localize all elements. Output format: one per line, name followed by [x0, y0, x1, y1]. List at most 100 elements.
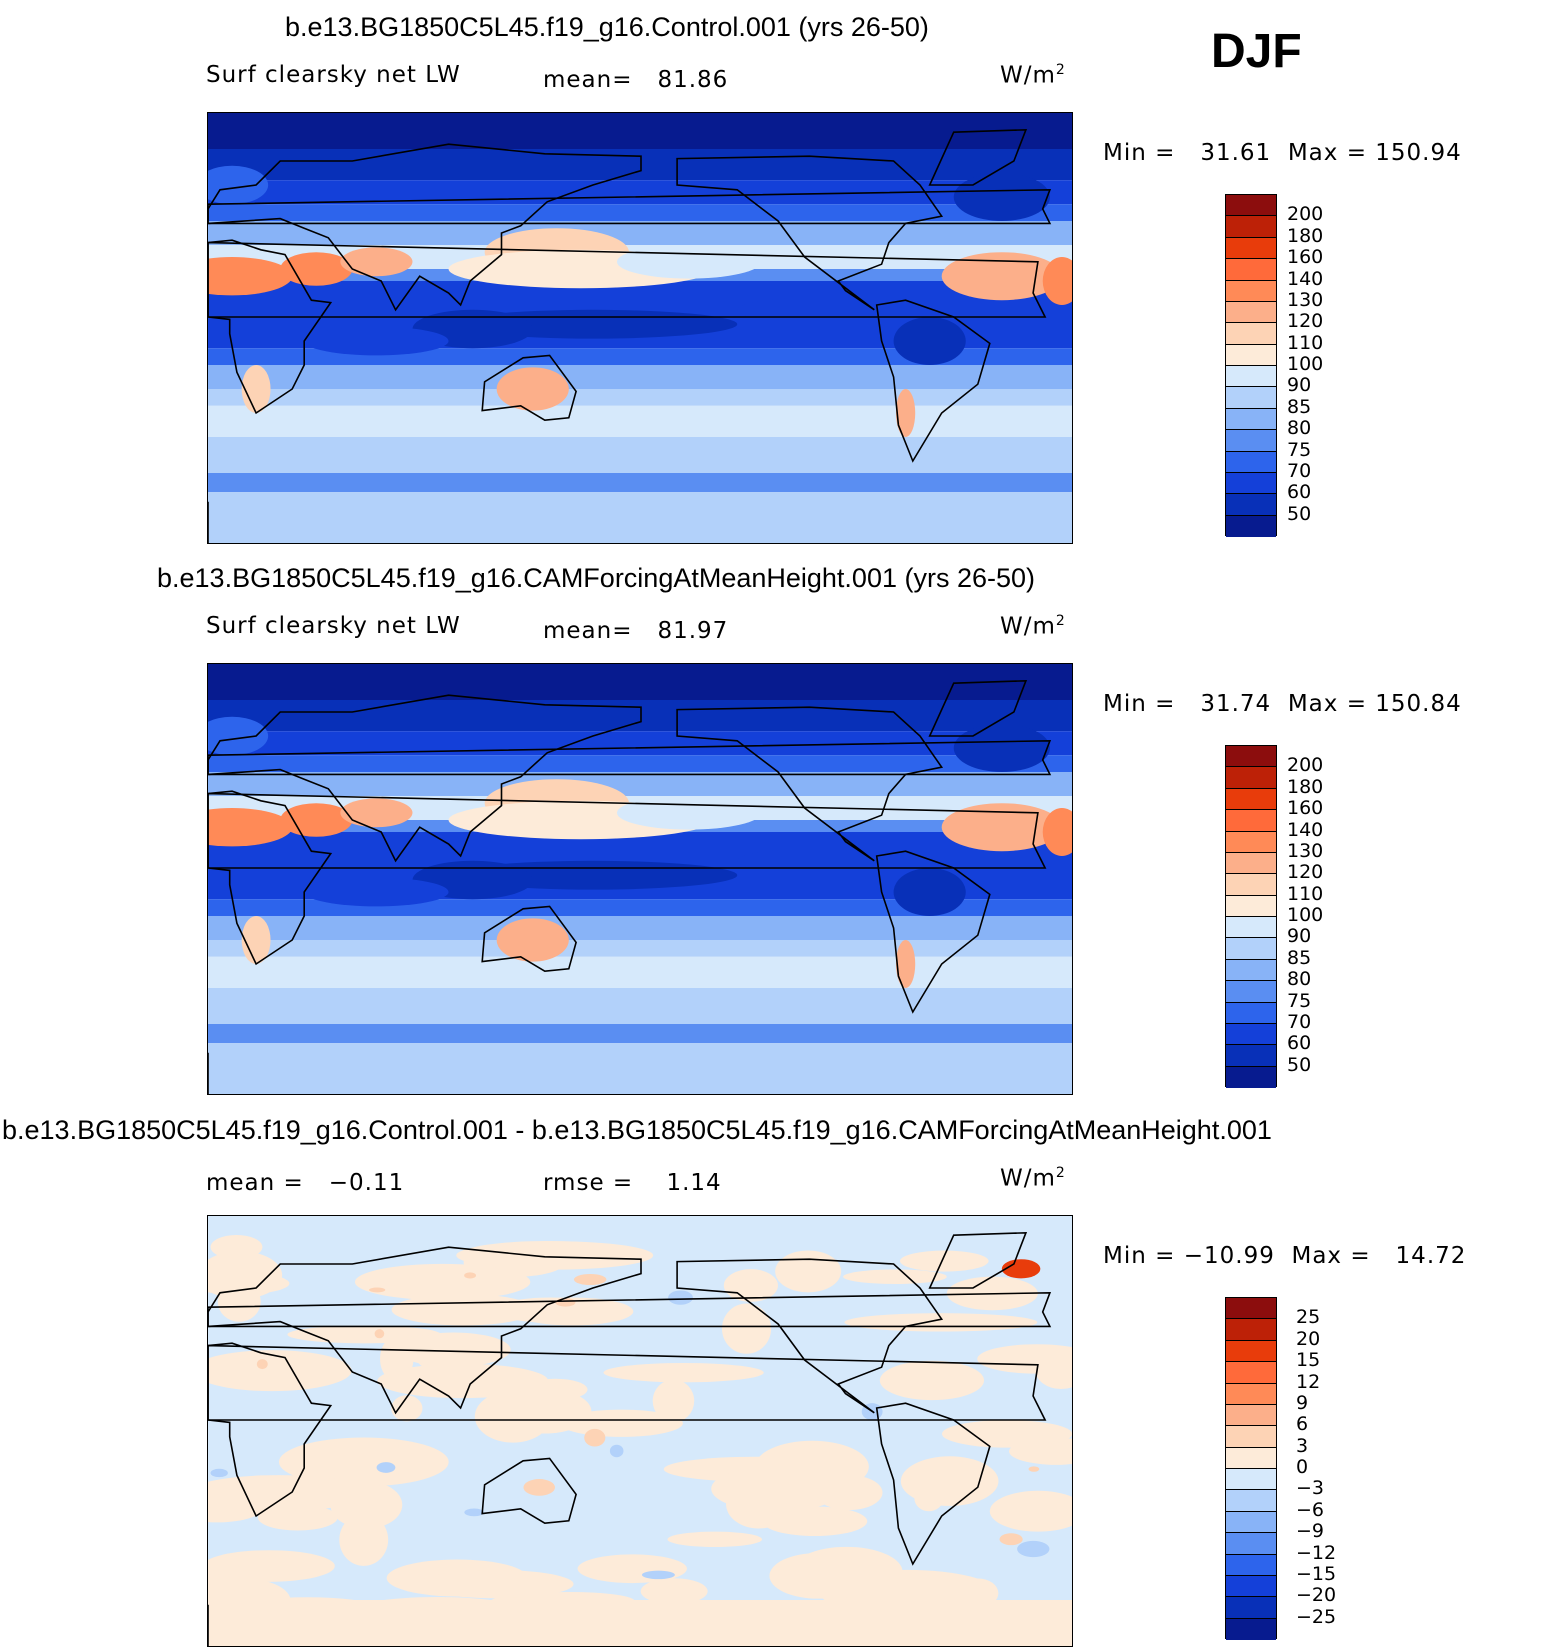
colorbar-swatch: [1226, 280, 1276, 302]
colorbar-tick-label: 85: [1287, 946, 1312, 969]
field-band: [208, 899, 1072, 916]
colorbar-swatch: [1226, 852, 1276, 875]
colorbar-swatch: [1226, 1490, 1276, 1512]
field-patch: [208, 1475, 371, 1511]
colorbar-tick-label: 140: [1287, 267, 1324, 290]
field-patch: [941, 803, 1062, 852]
field-band: [208, 956, 1072, 988]
colorbar-tick-label: 130: [1287, 288, 1324, 311]
coastline: [875, 1402, 991, 1566]
panel3-colorbar: [1225, 1297, 1277, 1640]
field-patch: [391, 1395, 423, 1422]
coastline: [208, 241, 1047, 318]
field-patch: [616, 796, 762, 830]
colorbar-swatch: [1226, 1298, 1276, 1320]
field-band: [208, 365, 1072, 389]
coastline: [208, 143, 642, 312]
field-patch: [737, 297, 882, 322]
coastline: [208, 739, 1052, 776]
colorbar-tick-label: 20: [1296, 1327, 1321, 1350]
colorbar-swatch: [1226, 472, 1276, 495]
colorbar-tick-label: 110: [1287, 882, 1324, 905]
field-patch: [256, 1359, 268, 1370]
colorbar-tick-label: 50: [1287, 1053, 1312, 1076]
field-patch: [711, 1465, 843, 1512]
panel1-minmax: Min = 31.61 Max = 150.94: [1103, 140, 1462, 166]
colorbar-swatch: [1226, 1045, 1276, 1067]
colorbar-tick-label: 80: [1287, 417, 1312, 440]
colorbar-tick-label: −25: [1296, 1605, 1337, 1628]
colorbar-tick-label: 80: [1287, 968, 1312, 991]
panel3-title: b.e13.BG1850C5L45.f19_g16.Control.001 - …: [2, 1115, 1272, 1145]
panel3-map: [207, 1215, 1073, 1647]
field-patch: [369, 1287, 386, 1293]
colorbar-tick-label: 200: [1287, 203, 1324, 226]
colorbar-tick-label: 160: [1287, 797, 1324, 820]
field-patch: [340, 247, 413, 277]
field-patch: [737, 848, 882, 873]
colorbar-tick-label: 3: [1296, 1434, 1309, 1457]
field-band: [208, 405, 1072, 437]
colorbar-swatch: [1226, 1511, 1276, 1534]
coastline: [208, 694, 642, 863]
field-patch: [210, 1468, 228, 1478]
panel2-variable: Surf clearsky net LW: [206, 613, 461, 639]
field-band: [208, 437, 1072, 473]
colorbar-tick-label: 6: [1296, 1413, 1309, 1436]
field-patch: [208, 165, 269, 205]
panel2-minmax: Min = 31.74 Max = 150.84: [1103, 691, 1462, 717]
colorbar-swatch: [1226, 1002, 1276, 1024]
colorbar-tick-label: 70: [1287, 459, 1312, 482]
colorbar-swatch: [1226, 917, 1276, 939]
panel1-mean: mean= 81.86: [543, 67, 729, 93]
coastline: [208, 188, 1052, 225]
coastline: [875, 850, 991, 1014]
panel1-colorbar: [1225, 194, 1277, 537]
field-band: [208, 664, 1072, 700]
field-patch: [208, 1350, 352, 1392]
field-patch: [914, 1484, 944, 1512]
coastline: [676, 155, 944, 311]
field-patch: [999, 1533, 1023, 1546]
colorbar-tick-label: 60: [1287, 481, 1312, 504]
field-patch: [603, 1362, 764, 1383]
colorbar-tick-label: −15: [1296, 1562, 1337, 1585]
panel3-units: W/m2: [1000, 1165, 1066, 1192]
field-band: [208, 149, 1072, 181]
field-patch: [1028, 1466, 1040, 1472]
field-patch: [1017, 1540, 1050, 1558]
field-patch: [496, 918, 569, 962]
field-patch: [559, 1409, 683, 1437]
colorbar-tick-label: 15: [1296, 1349, 1321, 1372]
field-patch: [584, 1428, 606, 1447]
colorbar-swatch: [1226, 1618, 1276, 1640]
field-band: [208, 1600, 1072, 1646]
field-band: [208, 916, 1072, 940]
field-patch: [208, 1550, 335, 1582]
field-patch: [953, 724, 1050, 772]
colorbar-tick-label: 110: [1287, 331, 1324, 354]
field-patch: [278, 1437, 449, 1487]
colorbar-swatch: [1226, 451, 1276, 473]
field-band: [208, 492, 1072, 543]
colorbar-tick-label: −20: [1296, 1584, 1337, 1607]
colorbar-tick-label: 120: [1287, 310, 1324, 333]
colorbar-tick-label: 75: [1287, 989, 1312, 1012]
field-patch: [304, 326, 449, 356]
colorbar-swatch: [1226, 195, 1276, 217]
colorbar-tick-label: −9: [1296, 1520, 1325, 1543]
panel3-rmse: rmse = 1.14: [543, 1170, 722, 1196]
colorbar-tick-label: 200: [1287, 754, 1324, 777]
field-band: [208, 473, 1072, 493]
field-patch: [652, 1379, 695, 1423]
field-patch: [376, 1462, 396, 1473]
colorbar-tick-label: 85: [1287, 395, 1312, 418]
colorbar-swatch: [1226, 323, 1276, 345]
field-band: [208, 221, 1072, 245]
colorbar-swatch: [1226, 895, 1276, 917]
coastline: [928, 679, 1028, 737]
field-patch: [989, 1490, 1072, 1532]
field-band: [208, 700, 1072, 732]
colorbar-swatch: [1226, 1404, 1276, 1427]
field-patch: [941, 1420, 1072, 1448]
